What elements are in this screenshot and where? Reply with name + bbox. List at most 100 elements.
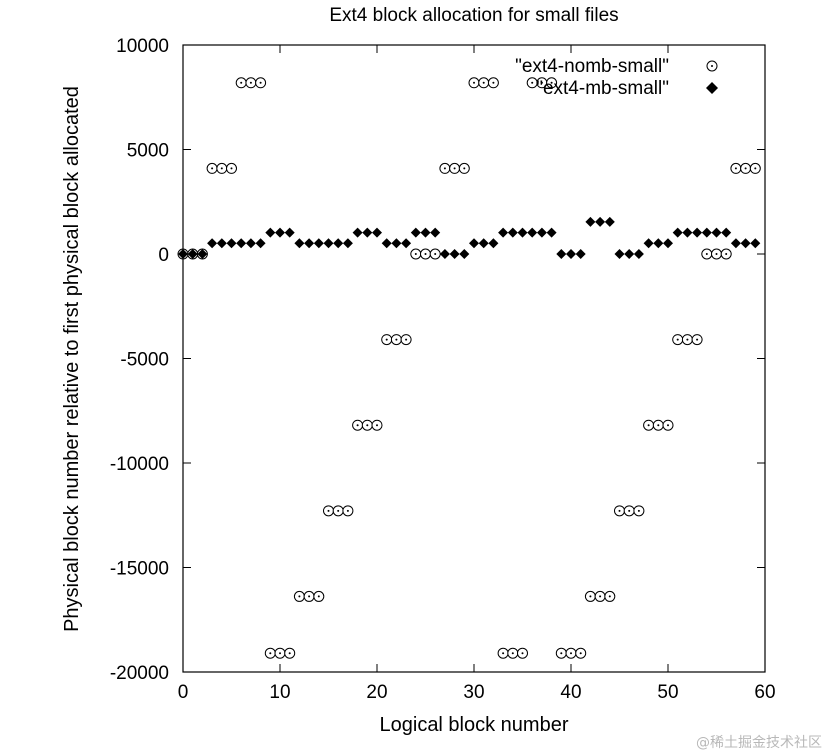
data-point-mb — [197, 249, 208, 259]
data-point-mb — [362, 227, 373, 238]
data-point-mb — [624, 249, 635, 259]
data-point-nomb — [390, 334, 402, 346]
data-point-mb — [401, 238, 412, 249]
data-point-mb — [226, 238, 237, 249]
y-tick-label: -10000 — [110, 454, 169, 475]
data-point-nomb — [381, 334, 393, 346]
data-point-mb — [313, 238, 324, 249]
data-point-mb — [488, 238, 499, 249]
data-point-nomb — [507, 647, 519, 659]
x-tick-label: 30 — [463, 682, 484, 703]
y-tick-label: 0 — [158, 245, 169, 266]
data-point-mb — [701, 227, 712, 238]
data-point-mb — [604, 216, 615, 227]
data-point-mb — [178, 249, 188, 259]
data-point-mb — [740, 238, 751, 249]
y-tick-label: -20000 — [110, 663, 169, 684]
data-point-nomb — [701, 248, 713, 260]
data-point-nomb — [623, 505, 635, 517]
data-point-mb — [517, 227, 528, 238]
data-point-nomb — [313, 590, 325, 602]
data-point-nomb — [681, 334, 693, 346]
data-point-mb — [575, 249, 586, 259]
y-axis-label: Physical block number relative to first … — [61, 86, 83, 632]
data-point-mb — [750, 238, 761, 249]
data-point-mb — [449, 249, 460, 259]
data-point-nomb — [274, 647, 286, 659]
data-point-mb — [507, 227, 518, 238]
x-tick-label: 60 — [754, 682, 775, 703]
data-point-mb — [245, 238, 256, 249]
x-axis-label: Logical block number — [380, 714, 569, 736]
data-point-nomb — [604, 590, 616, 602]
data-point-nomb — [643, 419, 655, 431]
data-point-nomb — [361, 419, 373, 431]
data-point-mb — [721, 227, 732, 238]
y-tick-label: 10000 — [116, 36, 169, 57]
data-point-nomb — [565, 647, 577, 659]
data-point-mb — [730, 238, 741, 249]
data-point-nomb — [720, 248, 732, 260]
data-point-mb — [682, 227, 693, 238]
data-point-mb — [207, 238, 218, 249]
data-point-nomb — [245, 77, 257, 89]
data-point-mb — [556, 249, 567, 259]
data-point-mb — [187, 249, 198, 259]
data-point-nomb — [691, 334, 703, 346]
data-point-nomb — [323, 505, 334, 517]
data-point-mb — [633, 249, 644, 259]
data-point-mb — [459, 249, 470, 259]
data-point-nomb — [458, 162, 470, 174]
data-point-mb — [342, 238, 353, 249]
x-tick-label: 50 — [657, 682, 678, 703]
data-point-nomb — [546, 77, 558, 89]
data-point-nomb — [672, 334, 684, 346]
data-point-mb — [692, 227, 703, 238]
data-point-mb — [294, 238, 305, 249]
legend-label-nomb: "ext4-nomb-small" — [515, 56, 669, 77]
data-point-nomb — [711, 248, 722, 260]
data-point-nomb — [740, 162, 752, 174]
data-point-mb — [478, 238, 489, 249]
plot-frame — [182, 44, 766, 673]
x-tick-label: 0 — [178, 682, 189, 703]
data-point-mb — [410, 227, 421, 238]
data-point-nomb — [293, 590, 305, 602]
data-point-mb — [536, 227, 547, 238]
data-point-mb — [430, 227, 441, 238]
data-point-mb — [323, 238, 334, 249]
data-point-nomb — [420, 248, 431, 260]
data-point-nomb — [264, 647, 276, 659]
data-point-mb — [333, 238, 344, 249]
data-point-mb — [595, 216, 606, 227]
data-point-mb — [663, 238, 673, 249]
x-tick-label: 40 — [560, 682, 581, 703]
x-tick-label: 10 — [269, 682, 290, 703]
data-point-nomb — [633, 505, 645, 517]
data-point-nomb — [594, 590, 606, 602]
data-point-nomb — [206, 162, 218, 174]
data-point-mb — [585, 216, 596, 227]
data-point-mb — [527, 227, 538, 238]
data-point-nomb — [342, 505, 354, 517]
data-point-nomb — [584, 590, 596, 602]
data-point-nomb — [487, 77, 499, 89]
data-point-nomb — [517, 647, 528, 659]
data-point-nomb — [614, 505, 625, 517]
data-point-nomb — [478, 77, 490, 89]
data-point-nomb — [235, 77, 247, 89]
data-point-nomb — [303, 590, 315, 602]
data-point-mb — [372, 227, 382, 238]
data-point-nomb — [662, 419, 674, 431]
data-point-mb — [643, 238, 654, 249]
data-point-nomb — [730, 162, 742, 174]
chart-title: Ext4 block allocation for small files — [329, 5, 618, 26]
data-point-mb — [255, 238, 266, 249]
data-point-nomb — [255, 77, 267, 89]
data-point-mb — [498, 227, 509, 238]
data-point-nomb — [439, 162, 451, 174]
data-point-nomb — [226, 162, 237, 174]
data-point-nomb — [352, 419, 364, 431]
data-point-mb — [546, 227, 557, 238]
data-point-mb — [381, 238, 392, 249]
